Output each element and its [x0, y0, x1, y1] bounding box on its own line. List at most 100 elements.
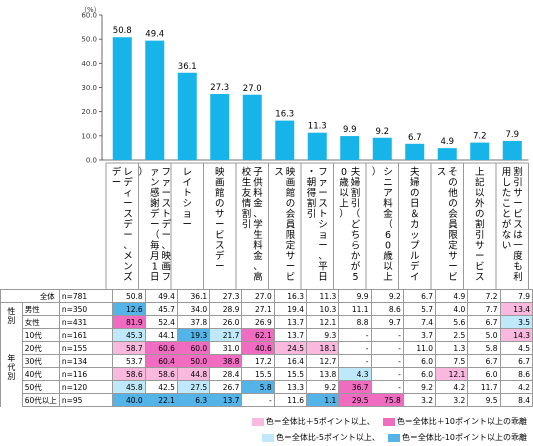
table-cell: 13.4: [499, 302, 533, 316]
table-cell: 13.7: [209, 393, 243, 407]
row-sample-size: n=431: [58, 315, 114, 329]
table-cell: -: [370, 367, 404, 381]
table-cell: 9.7: [370, 315, 404, 329]
table-cell: -: [370, 341, 404, 355]
bar: [340, 136, 360, 160]
table-cell: 36.7: [338, 380, 372, 394]
bar: [372, 137, 392, 160]
bar-value-label: 27.3: [210, 83, 229, 93]
table-cell: 5.8: [467, 341, 501, 355]
table-cell: 60.4: [144, 354, 178, 368]
table-cell: 13.7: [273, 328, 307, 342]
bar: [405, 143, 425, 160]
table-cell: 27.1: [241, 302, 275, 316]
table-cell: 19.3: [176, 328, 211, 342]
legend-item-plus5: 色＝全体比＋5ポイント以上、: [251, 416, 375, 427]
bar-chart: （%） 0.0 10.0 20.0 30.0 40.0 50.0 60.0 50.8 49.4…: [80, 6, 529, 289]
table-cell: 62.1: [241, 328, 275, 342]
table-cell: 9.5: [467, 393, 501, 407]
legend-swatch-minus5: [261, 433, 274, 442]
category-label: ファーストデー、映画ファン感謝デー（毎月 1 日）: [138, 166, 171, 283]
table-cell: 12.1: [305, 315, 340, 329]
table-cell: 45.8: [112, 380, 146, 394]
table-cell: 5.0: [467, 328, 501, 342]
table-cell: 7.7: [467, 302, 501, 316]
bar-value-label: 4.9: [440, 137, 454, 147]
category-label: その他の会員限定サービス: [437, 167, 459, 283]
table-cell: 26.0: [209, 315, 243, 329]
row-group-label: 性別: [0, 302, 23, 329]
table-cell: 13.8: [305, 367, 340, 381]
table-cell: 17.2: [241, 354, 275, 368]
table-cell: 2.5: [435, 328, 469, 342]
bar: [437, 148, 457, 160]
table-cell: 45.3: [112, 328, 146, 342]
table-cell: 11.6: [273, 393, 307, 407]
table-cell: 8.6: [499, 367, 533, 381]
bar-value-label: 36.1: [178, 62, 197, 72]
table-cell: 1.1: [305, 393, 340, 407]
table-cell: -: [338, 328, 372, 342]
bar-value-label: 11.3: [308, 122, 327, 132]
table-cell: 5.8: [241, 380, 275, 394]
table-cell: 37.8: [176, 315, 211, 329]
table-cell: 6.7: [467, 315, 501, 329]
table-cell: 8.8: [338, 315, 372, 329]
row-label: 男性: [21, 302, 60, 316]
table-cell: 40.6: [241, 341, 275, 355]
table-cell: 16.4: [273, 354, 307, 368]
table-cell: 6.7: [402, 289, 437, 303]
legend-label-plus5: 色＝全体比＋5ポイント以上、: [265, 417, 375, 426]
table-cell: 18.1: [305, 341, 340, 355]
legend-swatch-plus10: [382, 417, 395, 426]
bar-value-label: 9.9: [343, 125, 357, 135]
table-cell: 53.7: [112, 354, 146, 368]
row-sample-size: n=134: [58, 354, 114, 368]
row-sample-size: n=95: [58, 393, 114, 407]
table-cell: 24.5: [273, 341, 307, 355]
table-cell: 9.2: [402, 380, 437, 394]
table-cell: 45.7: [144, 302, 178, 316]
category-label: 上記以外の割引サービス: [475, 167, 485, 283]
table-cell: 9.3: [305, 328, 340, 342]
table-cell: 13.7: [273, 315, 307, 329]
table-cell: 44.8: [176, 367, 211, 381]
bar-value-label: 49.4: [145, 30, 164, 40]
category-label: 夫婦の日＆カップルデイ: [410, 166, 420, 283]
table-cell: 3.2: [435, 393, 469, 407]
table-row: 40代 n=116 58.6 58.6 44.8 28.4 15.5 15.5 13.8 4.3-…: [1, 367, 533, 381]
table-cell: 9.9: [338, 289, 372, 303]
table-cell: 27.0: [241, 289, 275, 303]
table-cell: -: [370, 380, 404, 394]
row-label: 30代: [21, 354, 60, 368]
table-cell: 8.6: [370, 302, 404, 316]
table-cell: 4.0: [435, 302, 469, 316]
table-cell: 38.8: [209, 354, 243, 368]
table-cell: 50.8: [112, 289, 146, 303]
row-label: 60代以上: [21, 393, 60, 407]
table-cell: 42.5: [144, 380, 178, 394]
y-tick-label: 10.0: [81, 132, 97, 140]
table-cell: 28.9: [209, 302, 243, 316]
y-tick-label: 20.0: [81, 108, 97, 116]
y-tick-label: 50.0: [81, 36, 97, 44]
table-cell: 12.7: [305, 354, 340, 368]
table-cell: 22.1: [144, 393, 178, 407]
row-label: 20代: [21, 341, 60, 355]
table-cell: 3.5: [499, 315, 533, 329]
table-cell: 15.5: [273, 367, 307, 381]
bar-value-label: 7.9: [505, 130, 519, 140]
table-row: 60代以上 n=95 40.0 22.1 6.3 13.7-11.6 1.1 29.5 75.8…: [1, 393, 533, 407]
category-label: 映画館の会員限定サービス: [274, 166, 296, 283]
table-cell: -: [241, 393, 275, 407]
table-cell: 7.4: [402, 315, 437, 329]
bar: [242, 94, 262, 160]
table-cell: 6.0: [467, 367, 501, 381]
table-row: 50代 n=120 45.8 42.5 27.5 26.7 5.8 13.3 9.2 36.7-9…: [1, 380, 533, 394]
table-cell: -: [338, 354, 372, 368]
bar-value-label: 7.2: [473, 132, 487, 142]
bar-value-label: 16.3: [275, 110, 294, 120]
table-cell: 19.4: [273, 302, 307, 316]
table-cell: 81.9: [112, 315, 146, 329]
